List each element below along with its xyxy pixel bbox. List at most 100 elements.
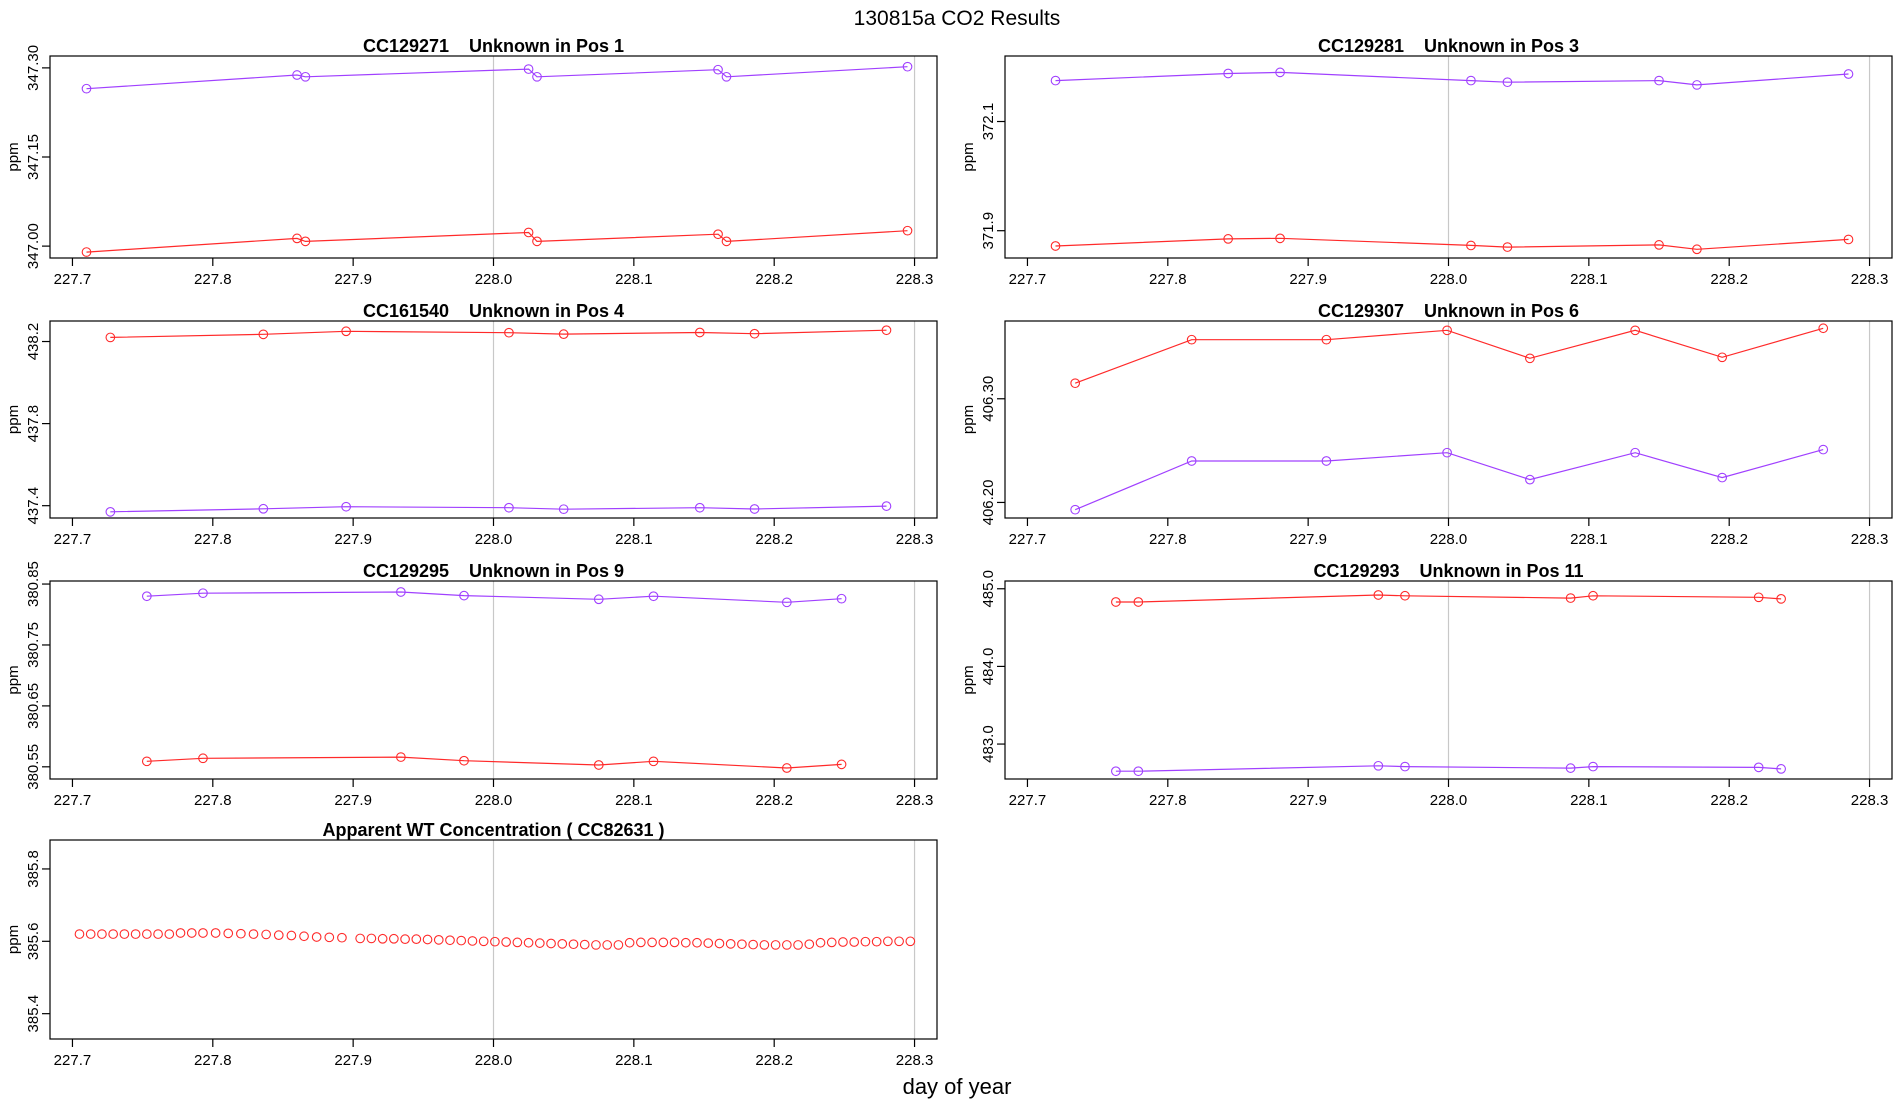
data-point bbox=[119, 929, 130, 939]
x-tick-label: 227.8 bbox=[1149, 792, 1187, 809]
data-point bbox=[1111, 597, 1121, 607]
series-purple bbox=[81, 61, 913, 94]
data-point bbox=[248, 929, 259, 939]
data-point bbox=[1525, 474, 1535, 485]
data-point bbox=[97, 929, 107, 939]
data-point bbox=[1373, 590, 1384, 600]
x-tick-label: 228.0 bbox=[1430, 271, 1468, 288]
series-line bbox=[110, 329, 887, 338]
x-tick-label: 228.3 bbox=[1851, 271, 1889, 288]
x-tick-label: 228.2 bbox=[755, 792, 793, 809]
data-point bbox=[1400, 761, 1410, 772]
figure-title: 130815a CO2 Results bbox=[854, 7, 1061, 30]
data-point bbox=[400, 934, 410, 944]
data-point bbox=[286, 930, 297, 941]
series-red bbox=[1050, 233, 1854, 255]
panel-title: CC129271 Unknown in Pos 1 bbox=[363, 36, 624, 56]
y-tick-label: 380.75 bbox=[25, 622, 42, 668]
x-tick-label: 228.2 bbox=[755, 271, 793, 288]
x-tick-label: 227.7 bbox=[1009, 531, 1047, 548]
data-point bbox=[1753, 762, 1764, 773]
series-line bbox=[146, 591, 842, 603]
x-tick-label: 228.0 bbox=[475, 792, 513, 809]
data-point bbox=[648, 756, 659, 767]
x-tick-label: 228.3 bbox=[896, 1052, 934, 1069]
data-point bbox=[105, 332, 116, 343]
data-point bbox=[377, 933, 388, 944]
data-point bbox=[894, 936, 904, 947]
x-tick-label: 228.3 bbox=[1851, 531, 1889, 548]
data-point bbox=[557, 938, 568, 949]
data-point bbox=[905, 936, 916, 947]
data-point bbox=[647, 937, 657, 948]
data-point bbox=[1502, 242, 1513, 252]
series-red bbox=[74, 928, 916, 950]
data-point bbox=[748, 939, 758, 950]
data-point bbox=[781, 597, 792, 608]
x-tick-label: 227.8 bbox=[1149, 271, 1187, 288]
data-point bbox=[648, 591, 659, 602]
data-point bbox=[902, 225, 913, 236]
data-point bbox=[258, 503, 269, 514]
data-point bbox=[1070, 378, 1081, 389]
data-point bbox=[1776, 594, 1786, 604]
x-tick-label: 228.0 bbox=[1430, 792, 1468, 809]
data-point bbox=[534, 938, 545, 948]
x-tick-label: 228.1 bbox=[1570, 531, 1608, 548]
x-tick-label: 227.9 bbox=[334, 271, 372, 288]
data-point bbox=[324, 932, 335, 943]
data-point bbox=[467, 936, 478, 946]
data-point bbox=[130, 929, 141, 939]
data-point bbox=[1466, 75, 1476, 86]
panel-title: Apparent WT Concentration ( CC82631 ) bbox=[322, 820, 664, 840]
data-point bbox=[546, 938, 556, 949]
data-point bbox=[1133, 597, 1144, 607]
y-tick-label: 347.15 bbox=[25, 134, 42, 180]
data-point bbox=[781, 763, 792, 773]
data-point bbox=[141, 929, 152, 939]
data-point bbox=[523, 937, 534, 948]
data-point bbox=[300, 236, 311, 247]
panel-3: CC161540 Unknown in Pos 4 227.7 227.8 227.9… bbox=[5, 301, 938, 548]
data-point bbox=[759, 940, 770, 950]
data-point bbox=[613, 940, 624, 950]
data-point bbox=[445, 935, 455, 946]
panel-title: CC129295 Unknown in Pos 9 bbox=[363, 561, 624, 581]
data-point bbox=[532, 236, 542, 247]
data-point bbox=[593, 594, 604, 605]
data-point bbox=[658, 937, 669, 948]
series-purple bbox=[105, 501, 892, 517]
data-point bbox=[261, 929, 271, 940]
data-point bbox=[1133, 766, 1144, 777]
y-axis-label: ppm bbox=[960, 665, 977, 694]
x-tick-label: 228.1 bbox=[615, 531, 653, 548]
data-point bbox=[186, 928, 197, 938]
data-point bbox=[860, 936, 871, 947]
series-red bbox=[1070, 323, 1829, 389]
series-purple bbox=[1050, 67, 1854, 90]
x-tick-label: 227.8 bbox=[194, 531, 232, 548]
data-point bbox=[198, 753, 208, 764]
data-point bbox=[258, 329, 269, 340]
series-red bbox=[1111, 590, 1786, 607]
data-point bbox=[433, 935, 444, 945]
series-line bbox=[1074, 327, 1824, 384]
x-tick-label: 228.1 bbox=[1570, 792, 1608, 809]
series-line bbox=[1055, 237, 1849, 250]
data-point bbox=[836, 593, 847, 604]
data-point bbox=[781, 940, 792, 950]
x-tick-label: 227.7 bbox=[54, 531, 92, 548]
x-tick-label: 228.1 bbox=[615, 271, 653, 288]
y-tick-label: 385.8 bbox=[25, 850, 42, 888]
data-point bbox=[1843, 234, 1854, 245]
data-point bbox=[532, 71, 542, 82]
x-tick-label: 227.7 bbox=[1009, 271, 1047, 288]
data-point bbox=[703, 938, 714, 948]
data-point bbox=[141, 591, 152, 602]
data-point bbox=[504, 502, 514, 513]
x-axis-label: day of year bbox=[903, 1074, 1012, 1099]
data-point bbox=[1692, 80, 1702, 90]
x-tick-label: 228.3 bbox=[896, 531, 934, 548]
data-point bbox=[175, 928, 186, 938]
